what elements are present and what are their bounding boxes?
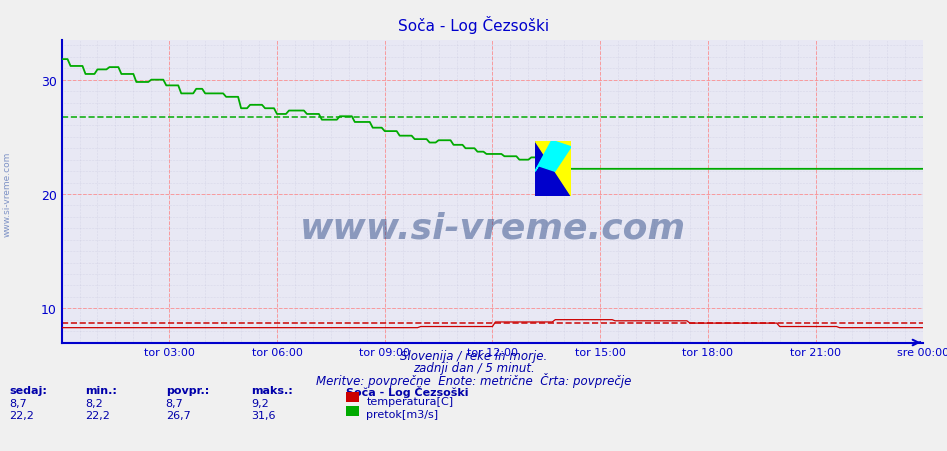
Polygon shape [535,142,571,196]
Polygon shape [539,142,571,172]
Text: maks.:: maks.: [251,386,293,396]
Text: pretok[m3/s]: pretok[m3/s] [366,410,438,419]
Text: Meritve: povprečne  Enote: metrične  Črta: povprečje: Meritve: povprečne Enote: metrične Črta:… [315,372,632,387]
Text: 22,2: 22,2 [9,410,34,420]
Text: zadnji dan / 5 minut.: zadnji dan / 5 minut. [413,361,534,374]
Text: Soča - Log Čezsoški: Soča - Log Čezsoški [346,386,468,398]
Text: 9,2: 9,2 [251,398,269,408]
Text: temperatura[C]: temperatura[C] [366,396,454,406]
Text: Slovenija / reke in morje.: Slovenija / reke in morje. [400,350,547,363]
Text: www.si-vreme.com: www.si-vreme.com [3,152,12,236]
Text: Soča - Log Čezsoški: Soča - Log Čezsoški [398,16,549,34]
Text: www.si-vreme.com: www.si-vreme.com [299,211,686,245]
Polygon shape [535,142,555,172]
Text: 26,7: 26,7 [166,410,190,420]
Text: min.:: min.: [85,386,117,396]
Text: povpr.:: povpr.: [166,386,209,396]
Polygon shape [535,142,571,196]
Text: 31,6: 31,6 [251,410,276,420]
Text: 8,7: 8,7 [9,398,27,408]
Text: sedaj:: sedaj: [9,386,47,396]
Text: 8,2: 8,2 [85,398,103,408]
Text: 8,7: 8,7 [166,398,184,408]
Text: 22,2: 22,2 [85,410,110,420]
